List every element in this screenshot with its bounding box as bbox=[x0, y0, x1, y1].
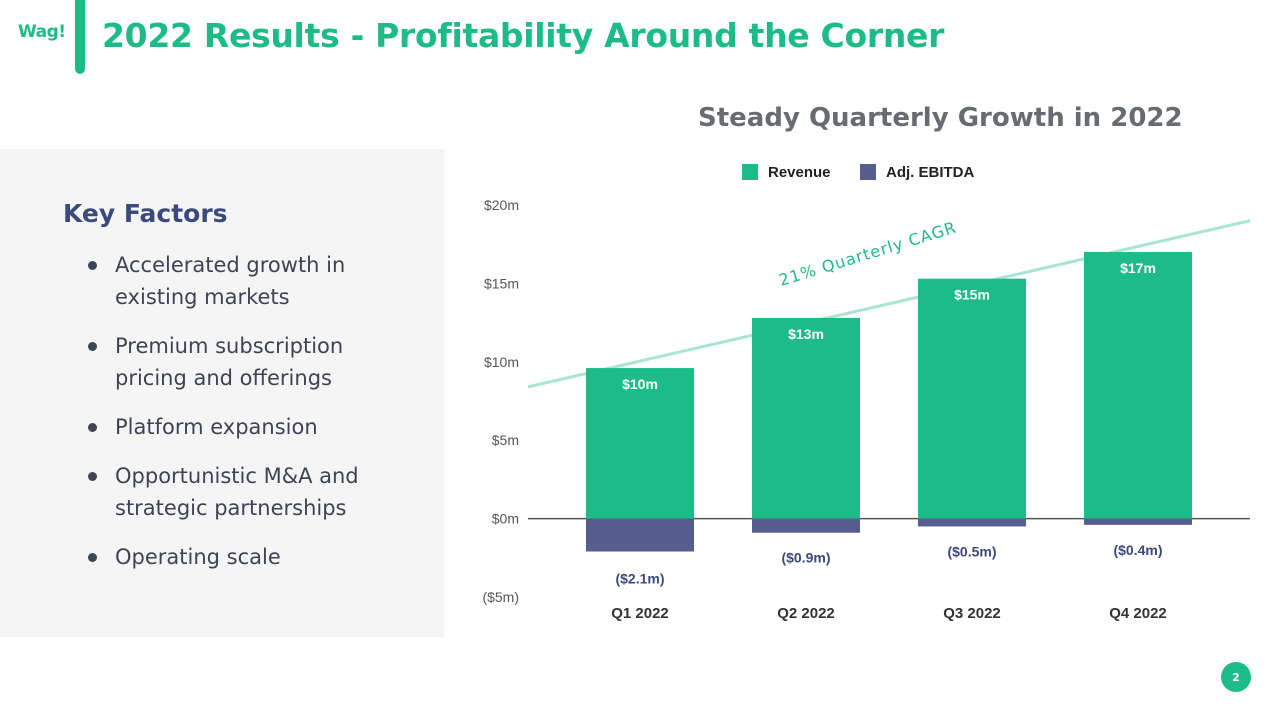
wag-logo: Wag! bbox=[18, 22, 66, 42]
page-number-badge: 2 bbox=[1221, 662, 1251, 692]
legend-swatch-ebitda bbox=[860, 164, 876, 180]
x-tick-label: Q1 2022 bbox=[611, 605, 669, 622]
revenue-data-label: $15m bbox=[954, 287, 990, 303]
revenue-bar bbox=[586, 368, 694, 519]
revenue-bar bbox=[752, 317, 860, 519]
key-factor-item: Premium subscription pricing and offerin… bbox=[88, 330, 408, 394]
title-accent-bar bbox=[75, 0, 85, 74]
x-tick-label: Q2 2022 bbox=[777, 605, 835, 622]
key-factor-item: Opportunistic M&A and strategic partners… bbox=[88, 460, 408, 524]
ebitda-data-label: ($0.4m) bbox=[1113, 542, 1162, 558]
y-tick-label: $10m bbox=[484, 354, 519, 370]
revenue-bar bbox=[918, 278, 1026, 519]
revenue-data-label: $13m bbox=[788, 326, 824, 342]
key-factor-item: Operating scale bbox=[88, 541, 408, 573]
key-factors-heading: Key Factors bbox=[63, 199, 228, 228]
ebitda-bar bbox=[586, 518, 694, 552]
page-title: 2022 Results - Profitability Around the … bbox=[102, 16, 945, 55]
key-factors-list: Accelerated growth in existing markets P… bbox=[88, 249, 408, 590]
cagr-trend-line bbox=[527, 219, 1251, 389]
y-tick-label: $5m bbox=[492, 432, 519, 448]
x-tick-label: Q4 2022 bbox=[1109, 605, 1167, 622]
key-factors-panel: Key Factors Accelerated growth in existi… bbox=[0, 149, 444, 637]
y-tick-label: $0m bbox=[492, 511, 519, 527]
ebitda-bar bbox=[918, 518, 1026, 527]
legend-label-ebitda: Adj. EBITDA bbox=[886, 164, 974, 181]
chart-title: Steady Quarterly Growth in 2022 bbox=[698, 103, 1183, 133]
ebitda-data-label: ($0.5m) bbox=[947, 543, 996, 559]
key-factor-item: Accelerated growth in existing markets bbox=[88, 249, 408, 313]
x-tick-label: Q3 2022 bbox=[943, 605, 1001, 622]
revenue-bar bbox=[1084, 252, 1192, 519]
ebitda-data-label: ($0.9m) bbox=[781, 550, 830, 566]
legend-swatch-revenue bbox=[742, 164, 758, 180]
revenue-data-label: $10m bbox=[622, 376, 658, 392]
y-tick-label: $20m bbox=[484, 197, 519, 213]
ebitda-bar bbox=[752, 518, 860, 533]
bar-chart: $20m $15m $10m $5m $0m ($5m) $10m ($2.1m) Q1 202… bbox=[482, 164, 1251, 622]
ebitda-bar bbox=[1084, 518, 1192, 525]
y-tick-label: $15m bbox=[484, 275, 519, 291]
y-tick-label: ($5m) bbox=[482, 589, 519, 605]
ebitda-data-label: ($2.1m) bbox=[615, 571, 664, 587]
legend-label-revenue: Revenue bbox=[768, 164, 831, 181]
revenue-data-label: $17m bbox=[1120, 260, 1156, 276]
key-factor-item: Platform expansion bbox=[88, 411, 408, 443]
